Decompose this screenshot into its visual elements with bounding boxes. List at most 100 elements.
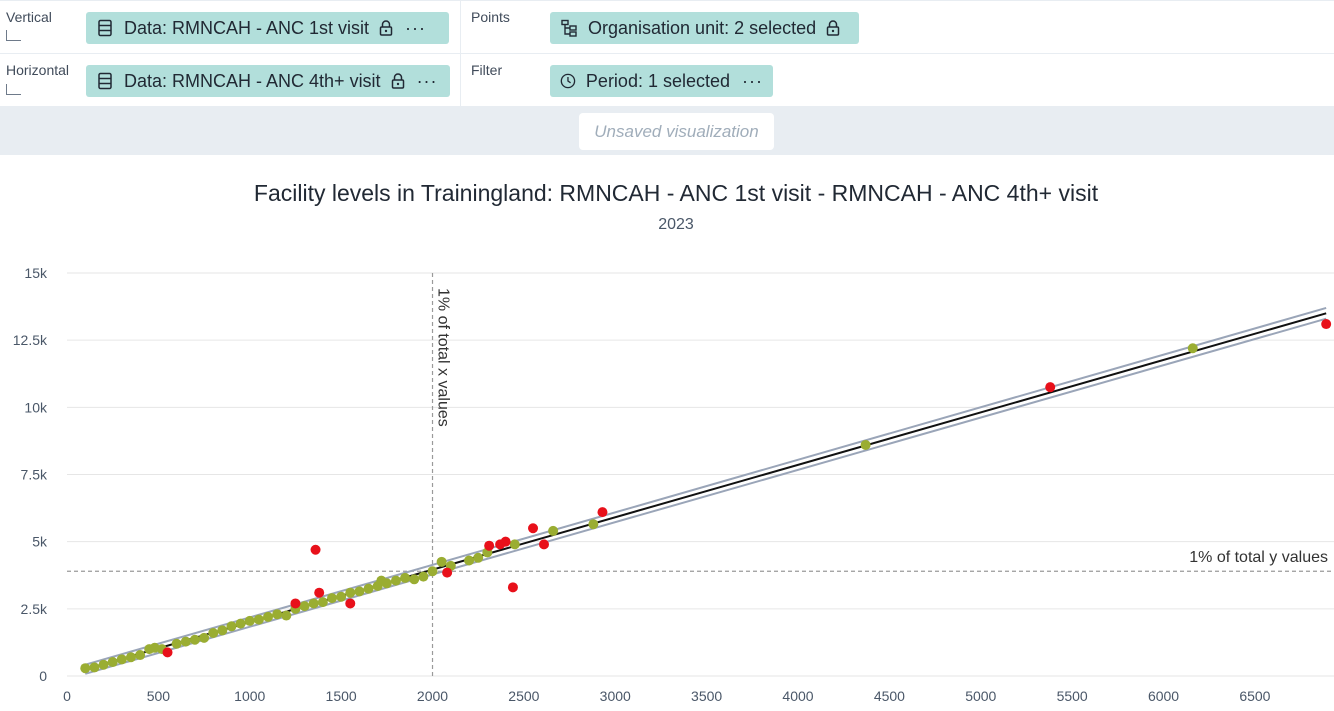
data-point <box>317 597 328 608</box>
x-tick-label: 2500 <box>508 688 539 704</box>
more-options-icon[interactable]: ··· <box>405 17 427 38</box>
unsaved-visualization-label: Unsaved visualization <box>579 113 774 150</box>
data-point <box>336 591 347 602</box>
more-options-icon[interactable]: ··· <box>416 70 438 91</box>
threshold-x-label: 1% of total x values <box>435 288 452 427</box>
y-tick-label: 10k <box>24 399 48 415</box>
outlier-point <box>597 507 608 518</box>
filter-period-chip[interactable]: Period: 1 selected ··· <box>550 65 773 97</box>
data-table-icon <box>98 19 112 37</box>
data-point <box>418 571 429 582</box>
data-point <box>588 519 599 530</box>
data-point <box>354 586 365 597</box>
horizontal-axis-label: Horizontal <box>6 62 70 78</box>
vertical-axis-icon <box>6 30 21 41</box>
x-tick-label: 5500 <box>1057 688 1088 704</box>
data-point <box>436 556 447 567</box>
data-point <box>308 598 319 609</box>
vertical-data-chip-label: Data: RMNCAH - ANC 1st visit <box>124 17 370 38</box>
vertical-axis-label: Vertical <box>6 9 52 25</box>
chart-title: Facility levels in Trainingland: RMNCAH … <box>253 180 1099 206</box>
data-point <box>1187 343 1198 354</box>
x-tick-label: 3000 <box>600 688 631 704</box>
data-point <box>199 632 210 643</box>
outlier-point <box>1321 319 1332 330</box>
x-tick-label: 1000 <box>234 688 265 704</box>
data-point <box>116 654 127 665</box>
data-point <box>272 609 283 620</box>
threshold-y-label: 1% of total y values <box>1189 549 1328 566</box>
layout-row-columns <box>0 0 1334 53</box>
y-tick-label: 7.5k <box>21 467 48 483</box>
y-tick-label: 15k <box>24 265 48 281</box>
upper-bound-line <box>84 306 1327 666</box>
x-tick-label: 1500 <box>326 688 357 704</box>
data-point <box>253 614 264 625</box>
data-point <box>409 574 420 585</box>
data-point <box>299 601 310 612</box>
outlier-point <box>345 598 356 609</box>
points-axis-label: Points <box>471 9 510 25</box>
layout-divider <box>460 0 461 106</box>
points-orgunit-chip[interactable]: Organisation unit: 2 selected <box>550 12 859 44</box>
data-point <box>427 566 438 577</box>
outlier-point <box>538 539 549 550</box>
horizontal-data-chip[interactable]: Data: RMNCAH - ANC 4th+ visit ··· <box>86 65 450 97</box>
outlier-point <box>310 544 321 555</box>
data-point <box>390 575 401 586</box>
data-point <box>171 638 182 649</box>
horizontal-data-chip-label: Data: RMNCAH - ANC 4th+ visit <box>124 70 381 91</box>
x-tick-label: 6000 <box>1148 688 1179 704</box>
outlier-point <box>442 567 453 578</box>
outlier-point <box>528 523 539 534</box>
filter-axis-label: Filter <box>471 62 503 78</box>
data-table-icon <box>98 72 112 90</box>
chart-subtitle: 2023 <box>658 216 694 233</box>
data-point <box>244 615 255 626</box>
lock-icon <box>379 20 393 36</box>
outlier-point <box>484 540 495 551</box>
y-tick-label: 0 <box>39 668 47 684</box>
data-point <box>208 628 219 639</box>
data-point <box>135 650 146 661</box>
data-point <box>125 652 136 663</box>
data-point <box>189 634 200 645</box>
data-point <box>345 587 356 598</box>
y-tick-label: 2.5k <box>21 601 48 617</box>
x-tick-label: 3500 <box>691 688 722 704</box>
data-point <box>509 539 520 550</box>
y-tick-label: 5k <box>32 534 48 550</box>
more-options-icon[interactable]: ··· <box>742 70 763 91</box>
data-point <box>89 662 100 673</box>
lock-icon <box>391 73 404 89</box>
filter-period-chip-label: Period: 1 selected <box>585 70 731 91</box>
data-point <box>281 610 292 621</box>
data-point <box>464 555 475 566</box>
x-tick-label: 5000 <box>965 688 996 704</box>
outlier-point <box>162 647 173 658</box>
data-point <box>860 439 871 450</box>
data-point <box>363 583 374 594</box>
data-point <box>98 659 109 670</box>
x-tick-label: 2000 <box>417 688 448 704</box>
data-point <box>217 625 228 636</box>
data-point <box>548 525 559 536</box>
clock-icon <box>560 73 576 89</box>
org-hierarchy-icon <box>561 19 577 37</box>
outlier-point <box>1045 382 1056 393</box>
data-point <box>263 611 274 622</box>
data-point <box>107 657 118 668</box>
data-point <box>226 621 237 632</box>
data-point <box>400 572 411 583</box>
data-point <box>326 593 337 604</box>
data-point <box>180 636 191 647</box>
x-tick-label: 4000 <box>782 688 813 704</box>
data-point <box>235 618 246 629</box>
outlier-point <box>500 536 511 547</box>
y-tick-label: 12.5k <box>13 332 48 348</box>
outlier-point <box>507 582 518 593</box>
vertical-data-chip[interactable]: Data: RMNCAH - ANC 1st visit ··· <box>86 12 449 44</box>
points-orgunit-chip-label: Organisation unit: 2 selected <box>588 17 817 38</box>
x-tick-label: 6500 <box>1239 688 1270 704</box>
